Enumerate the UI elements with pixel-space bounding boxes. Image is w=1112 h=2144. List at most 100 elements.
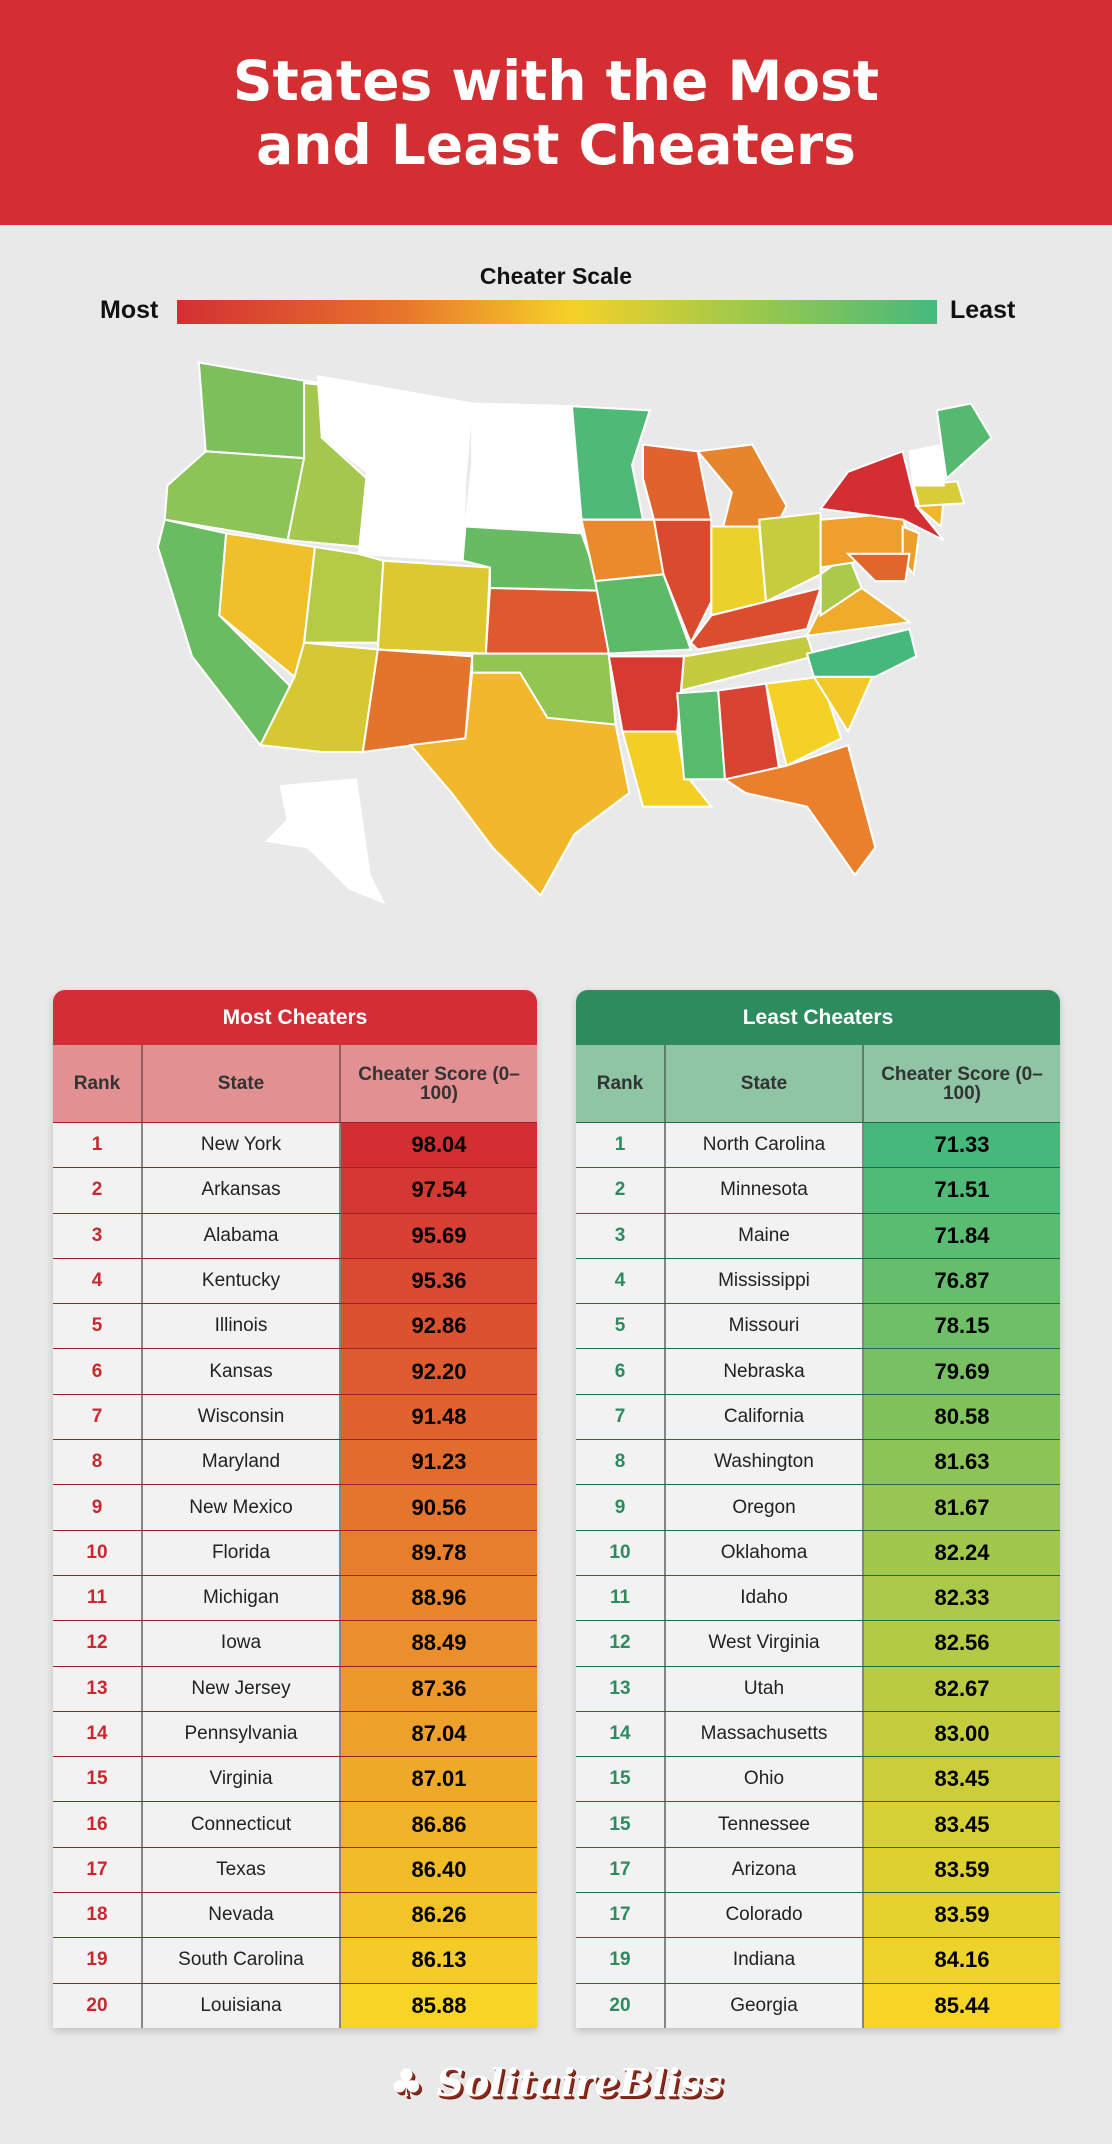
table-row: 15 Ohio 83.45	[576, 1756, 1060, 1802]
score-cell: 95.69	[341, 1213, 537, 1258]
state-cell: Arizona	[666, 1847, 864, 1893]
rank-cell: 8	[576, 1440, 666, 1485]
state-cell: Maryland	[143, 1440, 341, 1485]
state-cell: New Mexico	[143, 1485, 341, 1530]
rank-cell: 5	[576, 1304, 666, 1349]
state-cell: Missouri	[666, 1304, 864, 1349]
rank-cell: 7	[576, 1394, 666, 1440]
score-cell: 86.40	[341, 1847, 537, 1893]
state-nd	[471, 402, 583, 467]
score-cell: 88.96	[341, 1575, 537, 1621]
table-header-row: Rank State Cheater Score (0–100)	[53, 1045, 537, 1122]
rank-cell: 14	[53, 1711, 143, 1757]
table-row: 4 Kentucky 95.36	[53, 1257, 537, 1304]
least-cheaters-table: Least Cheaters Rank State Cheater Score (0–…	[576, 990, 1060, 2028]
state-mo	[593, 573, 693, 655]
table-row: 8 Washington 81.63	[576, 1439, 1060, 1485]
state-cell: Kansas	[143, 1349, 341, 1394]
score-cell: 76.87	[864, 1258, 1060, 1304]
score-cell: 91.23	[341, 1440, 537, 1485]
us-choropleth-map	[156, 361, 993, 905]
state-il	[652, 518, 713, 646]
state-ia	[580, 518, 665, 583]
column-header: Rank	[576, 1045, 666, 1122]
table-row: 2 Arkansas 97.54	[53, 1167, 537, 1213]
rank-cell: 20	[576, 1983, 666, 2028]
page-title: States with the Most and Least Cheaters	[232, 48, 880, 177]
rank-cell: 10	[576, 1530, 666, 1575]
rank-cell: 2	[53, 1168, 143, 1213]
state-ar	[607, 655, 686, 733]
score-cell: 86.86	[341, 1802, 537, 1847]
rank-cell: 7	[53, 1394, 143, 1440]
table-row: 3 Alabama 95.69	[53, 1212, 537, 1258]
rank-cell: 3	[576, 1213, 666, 1258]
state-cell: Kentucky	[143, 1258, 341, 1304]
state-cell: West Virginia	[666, 1621, 864, 1666]
score-cell: 78.15	[864, 1304, 1060, 1349]
state-cell: Indiana	[666, 1938, 864, 1983]
table-row: 14 Massachusetts 83.00	[576, 1710, 1060, 1757]
rank-cell: 12	[53, 1621, 143, 1666]
score-cell: 82.24	[864, 1530, 1060, 1575]
table-row: 15 Virginia 87.01	[53, 1756, 537, 1802]
column-header: Rank	[53, 1045, 143, 1122]
state-cell: Alabama	[143, 1213, 341, 1258]
table-row: 11 Michigan 88.96	[53, 1574, 537, 1621]
score-cell: 83.45	[864, 1757, 1060, 1802]
state-cell: Georgia	[666, 1983, 864, 2028]
state-ks	[484, 586, 610, 655]
scale-least-label: Least	[950, 296, 1016, 324]
table-row: 13 Utah 82.67	[576, 1665, 1060, 1711]
state-cell: Wisconsin	[143, 1394, 341, 1440]
table-row: 18 Nevada 86.26	[53, 1892, 537, 1938]
table-row: 17 Colorado 83.59	[576, 1892, 1060, 1938]
score-cell: 90.56	[341, 1485, 537, 1530]
state-cell: Oklahoma	[666, 1530, 864, 1575]
table-row: 2 Minnesota 71.51	[576, 1167, 1060, 1213]
state-in	[710, 525, 768, 617]
state-cell: Idaho	[666, 1575, 864, 1621]
state-cell: North Carolina	[666, 1123, 864, 1168]
scale-gradient-bar	[177, 300, 937, 324]
table-row: 12 West Virginia 82.56	[576, 1620, 1060, 1666]
state-cell: South Carolina	[143, 1938, 341, 1983]
state-cell: Massachusetts	[666, 1711, 864, 1757]
state-cell: Florida	[143, 1530, 341, 1575]
state-cell: Utah	[666, 1666, 864, 1711]
state-nc	[805, 627, 918, 678]
table-row: 9 Oregon 81.67	[576, 1484, 1060, 1530]
rank-cell: 4	[576, 1258, 666, 1304]
score-cell: 88.49	[341, 1621, 537, 1666]
table-row: 14 Pennsylvania 87.04	[53, 1710, 537, 1757]
rank-cell: 6	[53, 1349, 143, 1394]
score-cell: 92.20	[341, 1349, 537, 1394]
table-row: 12 Iowa 88.49	[53, 1620, 537, 1666]
table-row: 10 Florida 89.78	[53, 1529, 537, 1575]
score-cell: 82.67	[864, 1666, 1060, 1711]
score-cell: 97.54	[341, 1168, 537, 1213]
table-title: Most Cheaters	[53, 990, 537, 1045]
rank-cell: 9	[53, 1485, 143, 1530]
state-vtnh	[908, 443, 945, 487]
table-row: 3 Maine 71.84	[576, 1212, 1060, 1258]
score-cell: 83.59	[864, 1847, 1060, 1893]
table-row: 19 Indiana 84.16	[576, 1937, 1060, 1983]
score-cell: 81.63	[864, 1440, 1060, 1485]
score-cell: 85.44	[864, 1983, 1060, 2028]
table-row: 1 New York 98.04	[53, 1122, 537, 1168]
score-cell: 85.88	[341, 1983, 537, 2028]
state-cell: Ohio	[666, 1757, 864, 1802]
rank-cell: 9	[576, 1485, 666, 1530]
score-cell: 83.00	[864, 1711, 1060, 1757]
rank-cell: 5	[53, 1304, 143, 1349]
table-title: Least Cheaters	[576, 990, 1060, 1045]
state-cell: Colorado	[666, 1893, 864, 1938]
score-cell: 91.48	[341, 1394, 537, 1440]
rank-cell: 15	[576, 1757, 666, 1802]
state-ut	[302, 545, 385, 644]
state-cell: Maine	[666, 1213, 864, 1258]
state-cell: Nevada	[143, 1893, 341, 1938]
score-cell: 86.13	[341, 1938, 537, 1983]
table-row: 7 Wisconsin 91.48	[53, 1393, 537, 1440]
